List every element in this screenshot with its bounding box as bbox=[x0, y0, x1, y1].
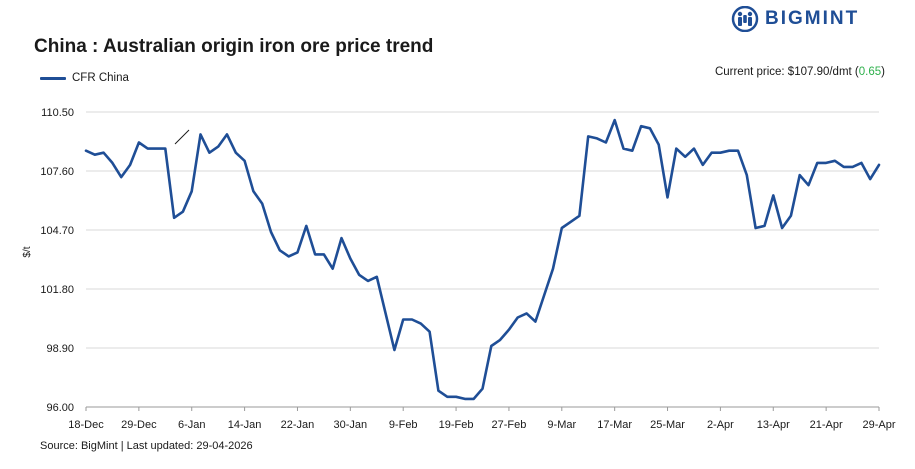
chart-legend: CFR China bbox=[40, 72, 129, 84]
current-price-change: 0.65 bbox=[858, 66, 882, 78]
y-tick-label: 104.70 bbox=[40, 225, 74, 237]
y-tick-label: 96.00 bbox=[46, 402, 74, 414]
x-tick-label: 19-Feb bbox=[439, 419, 474, 431]
x-tick-label: 18-Dec bbox=[68, 419, 104, 431]
y-tick-label: 110.50 bbox=[41, 107, 74, 119]
x-tick-label: 9-Feb bbox=[389, 419, 418, 431]
x-tick-label: 17-Mar bbox=[597, 419, 632, 431]
x-tick-label: 2-Apr bbox=[707, 419, 734, 431]
y-tick-label: 107.60 bbox=[40, 166, 74, 178]
annotation-stroke bbox=[174, 129, 190, 145]
brand-name: BIGMINT bbox=[765, 8, 860, 29]
x-tick-label: 29-Apr bbox=[862, 419, 895, 431]
y-axis-label: $/t bbox=[22, 246, 33, 257]
brand-logo: BIGMINT bbox=[731, 6, 859, 32]
x-tick-label: 9-Mar bbox=[547, 419, 576, 431]
x-tick-label: 6-Jan bbox=[178, 419, 206, 431]
x-tick-label: 22-Jan bbox=[281, 419, 315, 431]
x-axis-ticks: 18-Dec 29-Dec 6-Jan 14-Jan 22-Jan 30-Jan 9-Feb… bbox=[68, 407, 896, 431]
x-tick-label: 25-Mar bbox=[650, 419, 685, 431]
chart-title: China : Australian origin iron ore price… bbox=[34, 36, 434, 57]
y-tick-label: 98.90 bbox=[46, 343, 74, 355]
bigmint-logo-icon bbox=[731, 6, 759, 32]
x-tick-label: 13-Apr bbox=[757, 419, 790, 431]
x-tick-label: 14-Jan bbox=[228, 419, 262, 431]
chart-grid bbox=[86, 111, 879, 349]
source-note: Source: BigMint | Last updated: 29-04-20… bbox=[40, 440, 253, 452]
y-axis-ticks: 96.00 98.90 101.80 104.70 107.60 110.50 bbox=[40, 107, 74, 414]
y-tick-label: 101.80 bbox=[40, 284, 74, 296]
x-tick-label: 27-Feb bbox=[492, 419, 527, 431]
x-tick-label: 30-Jan bbox=[334, 419, 368, 431]
x-tick-label: 21-Apr bbox=[810, 419, 843, 431]
series-line-cfr-china bbox=[84, 118, 881, 401]
legend-swatch bbox=[40, 76, 66, 80]
current-price: Current price: $107.90/dmt (0.65) bbox=[715, 66, 885, 78]
current-price-suffix: ) bbox=[881, 66, 885, 78]
current-price-label: Current price: $107.90/dmt ( bbox=[714, 66, 859, 78]
legend-label: CFR China bbox=[72, 72, 129, 84]
x-tick-label: 29-Dec bbox=[121, 419, 157, 431]
chart-series bbox=[84, 118, 881, 401]
